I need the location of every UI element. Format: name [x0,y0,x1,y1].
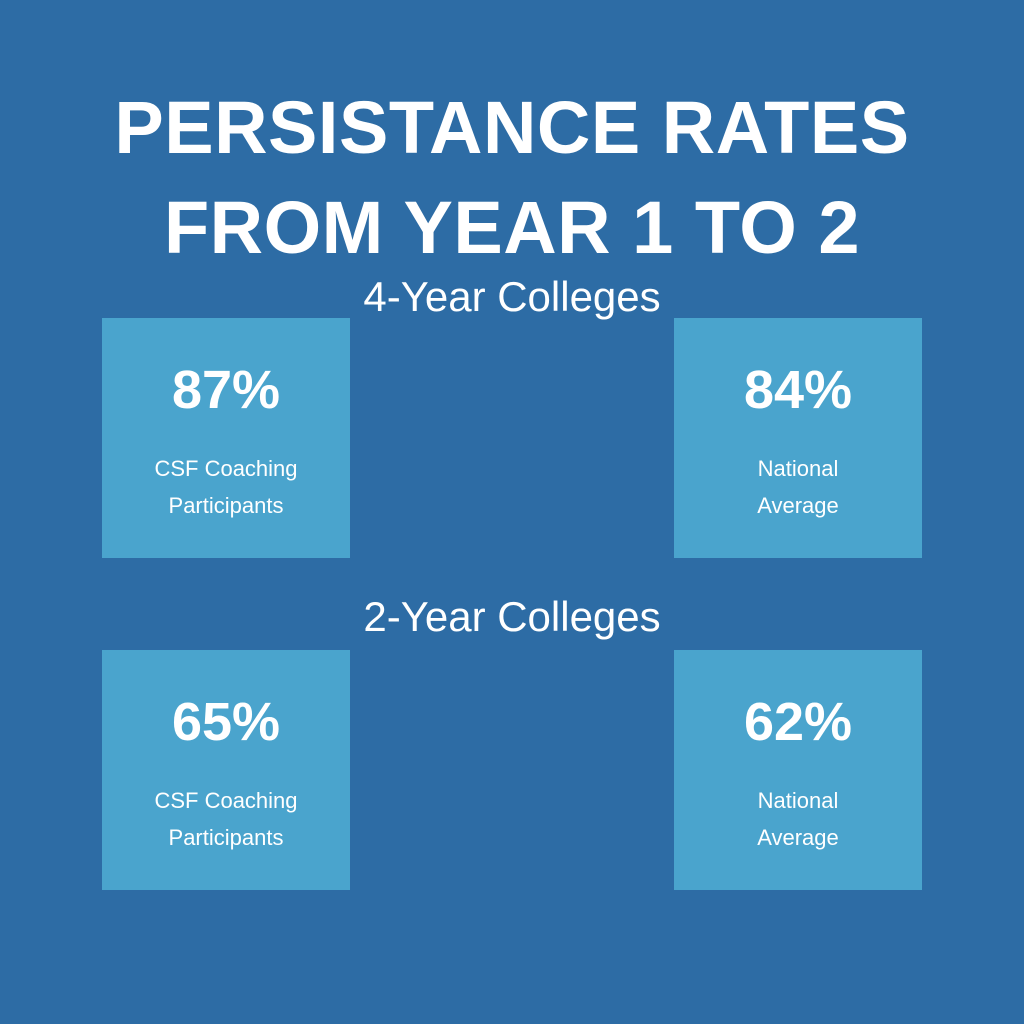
stat-card-2-year-national: 62% National Average [674,650,922,890]
title-line-2: FROM YEAR 1 TO 2 [163,186,861,269]
stat-value: 65% [171,692,281,752]
stat-value: 87% [171,360,281,420]
section-heading-4-year: 4-Year Colleges [363,273,661,320]
stat-label-line-1: National [757,788,839,813]
page-title: PERSISTANCE RATES FROM YEAR 1 TO 2 [0,78,1024,278]
stat-label-line-2: Participants [168,825,284,850]
stat-label: National Average [674,782,922,856]
title-line-1: PERSISTANCE RATES [114,86,910,169]
stat-label-line-1: CSF Coaching [154,456,298,481]
stat-label-line-2: Average [757,493,839,518]
stat-card-4-year-national: 84% National Average [674,318,922,558]
stat-card-4-year-csf: 87% CSF Coaching Participants [102,318,350,558]
stat-label: CSF Coaching Participants [102,782,350,856]
stat-label-line-1: CSF Coaching [154,788,298,813]
stat-value: 84% [743,360,853,420]
stat-label: CSF Coaching Participants [102,450,350,524]
stat-label-line-2: Average [757,825,839,850]
stat-value: 62% [743,692,853,752]
section-heading-2-year: 2-Year Colleges [363,593,661,640]
stat-label: National Average [674,450,922,524]
stat-label-line-2: Participants [168,493,284,518]
stat-label-line-1: National [757,456,839,481]
stat-card-2-year-csf: 65% CSF Coaching Participants [102,650,350,890]
